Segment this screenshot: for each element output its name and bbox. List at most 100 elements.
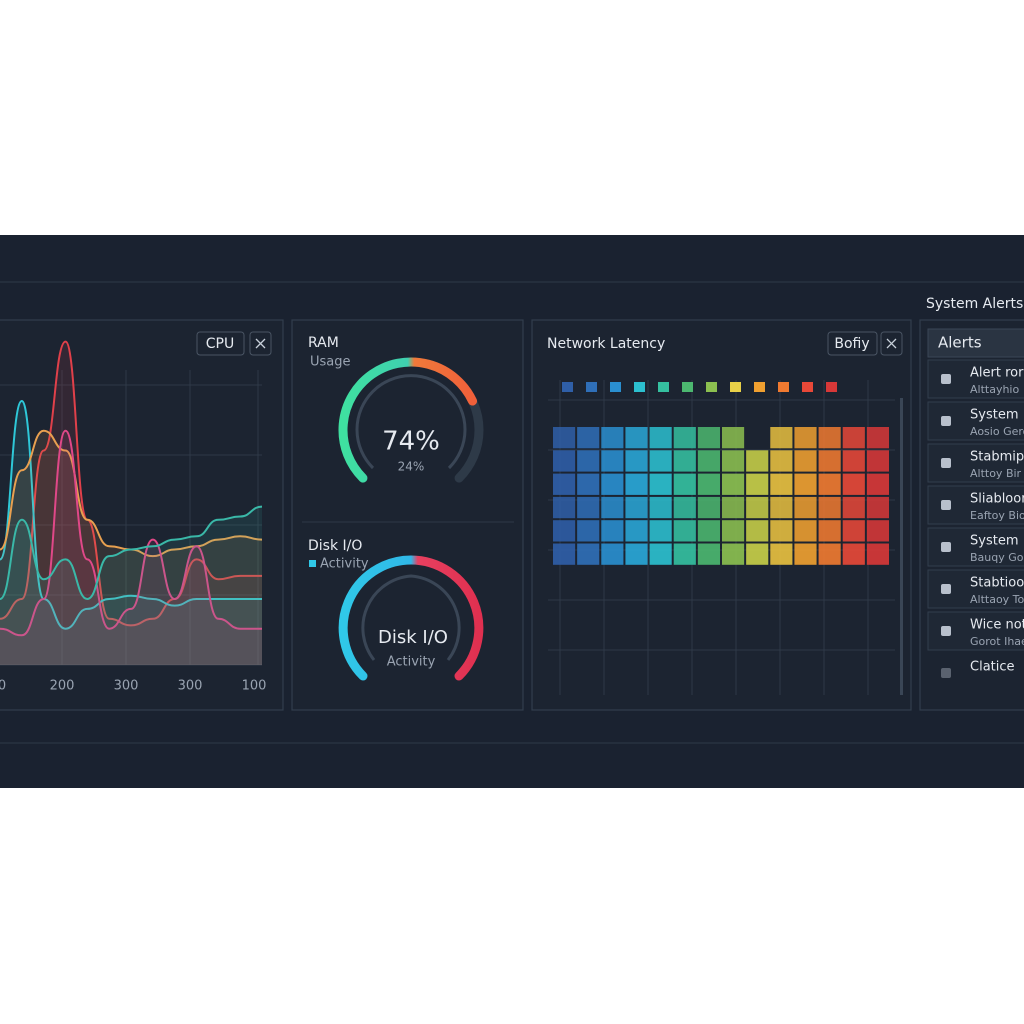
line (0, 505, 263, 601)
heat-cell (770, 543, 793, 565)
heat-cell (842, 450, 865, 472)
alert-sub: Alttayhio (970, 383, 1019, 396)
disk-center-sub: Activity (387, 655, 436, 670)
alerts-header-text: Alerts (938, 334, 982, 352)
heat-cell (625, 543, 648, 565)
heat-cell (673, 496, 696, 519)
heat-cell (722, 427, 745, 449)
heat-cell (866, 520, 889, 542)
heat-cell (553, 496, 576, 519)
heat-cell (746, 496, 769, 519)
heat-cell (625, 450, 648, 472)
alert-sub: Alttaoy To (970, 593, 1024, 606)
alert-icon (941, 542, 951, 552)
heat-cell (842, 427, 865, 449)
heat-cell (601, 543, 624, 565)
heat-cell (770, 450, 793, 472)
line (0, 429, 262, 637)
heat-cell (770, 473, 793, 495)
legend-swatch (562, 382, 573, 392)
heat-cell (866, 473, 889, 495)
alert-title: Stabmip (970, 450, 1024, 465)
ram-gauge (338, 357, 484, 483)
alert-title: System (970, 408, 1018, 423)
alert-icon (941, 500, 951, 510)
heat-cell (794, 450, 817, 472)
heat-cell (601, 450, 624, 472)
gauge-inner (355, 374, 467, 470)
heat-cell (625, 473, 648, 495)
alert-icon (941, 668, 951, 678)
alert-sub: Eaftoy Bio (970, 509, 1024, 522)
heat-cell (577, 427, 600, 449)
heat-cell (577, 520, 600, 542)
gauge-panel (291, 319, 524, 711)
disk-gauge-arc (338, 555, 484, 681)
alert-sub: Aosio Gero (970, 425, 1024, 438)
heat-cell (866, 496, 889, 519)
legend-swatch (730, 382, 741, 392)
heat-cell (866, 450, 889, 472)
scrollbar[interactable] (900, 398, 903, 695)
x-tick-label: 300 (114, 679, 139, 694)
alert-icon (941, 416, 951, 426)
alert-title: Stabtioor (970, 576, 1024, 591)
heat-cell (842, 473, 865, 495)
heat-cell (697, 520, 720, 542)
alert-title: Sliabloor (970, 492, 1024, 507)
alert-icon (941, 458, 951, 468)
alert-sub: Gorot Ihae (970, 635, 1024, 648)
heat-cell (818, 543, 841, 565)
heat-cell (746, 520, 769, 542)
alert-title: System (970, 534, 1018, 549)
alert-title: Alert ror (970, 366, 1024, 381)
legend-swatch (706, 382, 717, 392)
legend-swatch (586, 382, 597, 392)
network-title: Network Latency (547, 336, 665, 352)
ram-subtitle: Usage (310, 355, 351, 370)
heat-cell (625, 427, 648, 449)
heat-cell (601, 496, 624, 519)
heat-cell (625, 496, 648, 519)
heat-cell (842, 543, 865, 565)
cpu-chart: 0 200 300 300 100 (0, 340, 266, 694)
close-button[interactable] (249, 331, 272, 356)
heat-cell (697, 473, 720, 495)
heat-cell (649, 496, 672, 519)
legend-swatch (610, 382, 621, 392)
close-icon (255, 338, 266, 349)
heat-cell (673, 427, 696, 449)
legend-swatch (802, 382, 813, 392)
legend-swatch (826, 382, 837, 392)
heat-cell (794, 427, 817, 449)
cpu-button[interactable] (196, 331, 245, 356)
alert-sub: Bauqy Gor (970, 551, 1024, 564)
heat-cell (818, 450, 841, 472)
legend-swatch (778, 382, 789, 392)
alert-icon (941, 584, 951, 594)
heat-cell (722, 450, 745, 472)
close-button[interactable] (880, 331, 903, 356)
legend-swatch (754, 382, 765, 392)
heat-cell (794, 543, 817, 565)
heat-cell (697, 427, 720, 449)
disk-center-title: Disk I/O (378, 627, 448, 648)
heat-cell (577, 496, 600, 519)
heat-cell (625, 520, 648, 542)
button-label: Bofiy (834, 336, 869, 352)
heat-cell (577, 543, 600, 565)
heat-cell (818, 427, 841, 449)
alerts-header (927, 328, 1024, 358)
heat-cell (673, 520, 696, 542)
heat-cell (818, 496, 841, 519)
heat-cell (649, 543, 672, 565)
heat-cell (601, 427, 624, 449)
heat-cell (553, 520, 576, 542)
network-button[interactable] (827, 331, 878, 356)
heat-cell (866, 427, 889, 449)
ram-title: RAM (308, 335, 339, 351)
disk-title: Disk I/O (308, 538, 362, 554)
heat-cell (746, 473, 769, 495)
heat-cell (601, 520, 624, 542)
